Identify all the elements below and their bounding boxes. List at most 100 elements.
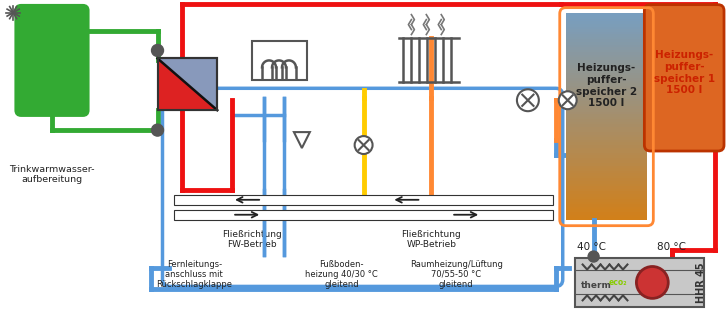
Circle shape (151, 45, 164, 56)
Bar (566, 67, 647, 70)
Bar (566, 46, 647, 50)
Circle shape (588, 251, 599, 262)
Circle shape (151, 124, 164, 136)
Bar (566, 206, 647, 210)
Bar (566, 72, 647, 75)
Bar (566, 196, 647, 199)
Bar (566, 155, 647, 158)
Text: 40 °C: 40 °C (577, 241, 606, 252)
Bar (566, 175, 647, 179)
Bar (566, 204, 647, 207)
Bar (566, 193, 647, 197)
Bar (566, 85, 647, 88)
Bar (566, 119, 647, 122)
Text: Heizungs-
puffer-
speicher 2
1500 l: Heizungs- puffer- speicher 2 1500 l (576, 64, 637, 108)
Bar (566, 173, 647, 176)
FancyBboxPatch shape (16, 6, 88, 115)
Bar (566, 95, 647, 99)
Bar (566, 75, 647, 78)
Bar (566, 108, 647, 112)
Bar (566, 209, 647, 212)
Bar (566, 111, 647, 114)
Text: Raumheizung/Lüftung
70/55-50 °C
gleitend: Raumheizung/Lüftung 70/55-50 °C gleitend (410, 259, 502, 289)
Bar (566, 54, 647, 57)
FancyBboxPatch shape (644, 5, 724, 151)
Bar (566, 42, 647, 45)
Bar (252, 41, 307, 80)
Circle shape (517, 89, 539, 111)
Bar (566, 18, 647, 21)
Bar (566, 21, 647, 24)
Bar (566, 214, 647, 217)
Bar (566, 121, 647, 124)
Bar (574, 258, 704, 307)
Bar (566, 98, 647, 101)
Bar (566, 157, 647, 161)
Bar (566, 91, 647, 94)
Bar (566, 170, 647, 173)
Bar (566, 62, 647, 65)
Bar (566, 36, 647, 39)
Bar (174, 195, 553, 205)
Bar (566, 83, 647, 86)
Bar (566, 60, 647, 63)
Polygon shape (158, 58, 217, 110)
Circle shape (559, 91, 577, 109)
Bar (566, 88, 647, 91)
Bar (566, 52, 647, 55)
Bar (566, 191, 647, 194)
Bar (566, 31, 647, 34)
Bar (566, 147, 647, 150)
Bar (566, 65, 647, 68)
Text: 80 °C: 80 °C (657, 241, 686, 252)
Circle shape (636, 267, 668, 298)
Bar (566, 26, 647, 29)
Bar (566, 103, 647, 106)
Bar (566, 116, 647, 119)
Bar (566, 70, 647, 73)
Bar (566, 168, 647, 171)
Text: Trinkwarmwasser-
aufbereitung: Trinkwarmwasser- aufbereitung (9, 165, 95, 184)
Bar (566, 217, 647, 220)
Bar (566, 211, 647, 215)
Bar (566, 24, 647, 27)
Bar (566, 199, 647, 202)
Bar (566, 162, 647, 166)
Text: eco₂: eco₂ (608, 278, 627, 287)
Bar (566, 93, 647, 96)
Bar (566, 80, 647, 83)
Bar (566, 129, 647, 132)
Polygon shape (294, 132, 310, 148)
Text: Fließrichtung
WP-Betrieb: Fließrichtung WP-Betrieb (401, 230, 461, 249)
Bar (566, 150, 647, 153)
Bar (566, 101, 647, 104)
Bar (566, 126, 647, 130)
Bar (566, 180, 647, 184)
Bar (566, 113, 647, 117)
Circle shape (355, 136, 372, 154)
Bar (566, 152, 647, 155)
Bar (566, 106, 647, 109)
Bar (566, 201, 647, 204)
Bar (566, 183, 647, 186)
Bar (566, 34, 647, 37)
Text: HHR 45: HHR 45 (696, 262, 706, 303)
Bar (566, 140, 647, 142)
Bar (566, 142, 647, 145)
Text: Heizungs-
puffer-
speicher 1
1500 l: Heizungs- puffer- speicher 1 1500 l (654, 51, 715, 95)
Bar (566, 16, 647, 19)
Bar (566, 78, 647, 81)
Bar (566, 134, 647, 137)
Bar (174, 210, 553, 220)
Bar (566, 178, 647, 181)
Bar (158, 58, 217, 110)
Text: Fließrichtung
FW-Betrieb: Fließrichtung FW-Betrieb (222, 230, 282, 249)
Bar (566, 57, 647, 60)
Bar (566, 29, 647, 32)
Bar (566, 144, 647, 148)
Text: Fernleitungs-
anschluss mit
Rückschlagklappe: Fernleitungs- anschluss mit Rückschlagkl… (156, 259, 233, 289)
Bar (566, 160, 647, 163)
Text: therm: therm (581, 281, 611, 290)
Bar (566, 188, 647, 191)
Bar (566, 124, 647, 127)
